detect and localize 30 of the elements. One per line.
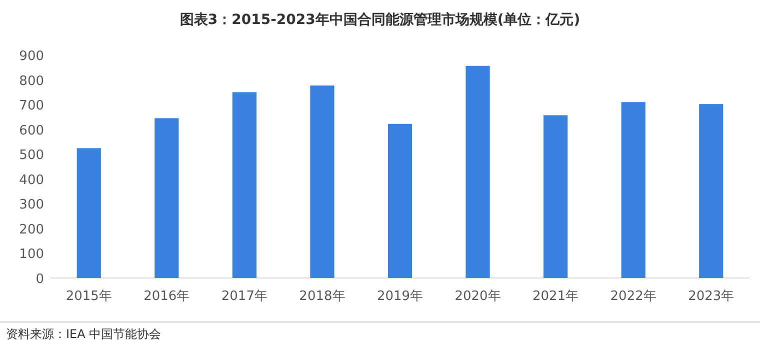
bar — [544, 115, 568, 278]
y-tick-label: 600 — [19, 123, 44, 138]
bar — [310, 85, 334, 278]
bar — [621, 102, 646, 278]
x-tick-label: 2021年 — [532, 289, 579, 304]
y-tick-label: 200 — [19, 222, 44, 238]
y-tick-label: 100 — [19, 247, 44, 262]
x-tick-label: 2015年 — [66, 289, 112, 304]
x-tick-label: 2016年 — [144, 289, 190, 304]
y-tick-label: 700 — [19, 98, 44, 114]
y-tick-label: 900 — [19, 49, 44, 64]
bar — [388, 124, 412, 278]
bar — [232, 92, 256, 278]
y-tick-label: 800 — [19, 74, 44, 89]
y-tick-label: 0 — [36, 272, 44, 287]
text: 资料来源：IEA 中国节能协会 — [6, 327, 162, 341]
y-tick-label: 400 — [19, 172, 44, 188]
bar — [76, 148, 101, 278]
x-tick-label: 2023年 — [688, 289, 734, 304]
bar — [699, 104, 724, 278]
x-tick-label: 2020年 — [454, 289, 501, 304]
bar — [154, 118, 179, 278]
x-tick-label: 2019年 — [376, 289, 424, 304]
chart-title: 图表3：2015-2023年中国合同能源管理市场规模(单位：亿元) — [180, 11, 580, 28]
x-tick-label: 2018年 — [299, 289, 346, 304]
x-tick-label: 2022年 — [610, 289, 656, 304]
y-tick-label: 500 — [19, 148, 44, 164]
x-tick-label: 2017年 — [221, 289, 268, 304]
bar — [466, 66, 490, 278]
y-tick-label: 300 — [19, 198, 44, 213]
